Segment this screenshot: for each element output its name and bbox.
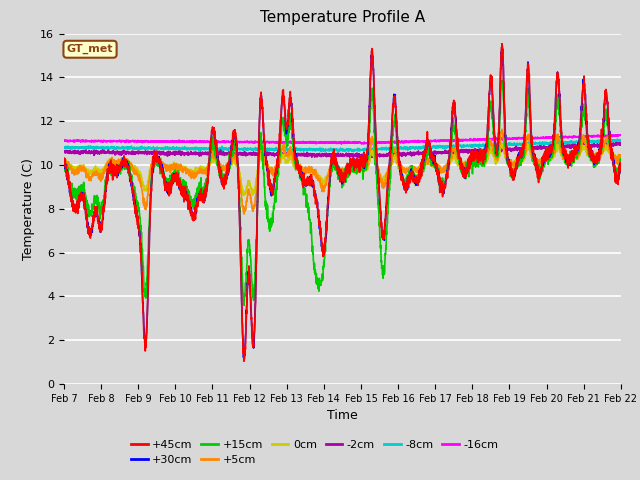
- -8cm: [157, 146, 164, 152]
- +45cm: [240, 359, 248, 364]
- -8cm: [124, 144, 131, 150]
- +15cm: [547, 148, 554, 154]
- +45cm: [498, 41, 506, 47]
- +30cm: [617, 162, 625, 168]
- +30cm: [60, 163, 68, 168]
- +15cm: [60, 164, 68, 170]
- 0cm: [60, 157, 68, 163]
- -16cm: [124, 137, 131, 143]
- -8cm: [298, 146, 305, 152]
- -8cm: [606, 138, 614, 144]
- +5cm: [298, 166, 306, 172]
- +45cm: [157, 167, 164, 172]
- +5cm: [499, 126, 506, 132]
- -2cm: [612, 140, 620, 145]
- -16cm: [606, 132, 614, 138]
- -2cm: [546, 144, 554, 150]
- Line: -2cm: -2cm: [64, 143, 621, 157]
- Line: +45cm: +45cm: [64, 44, 621, 361]
- +45cm: [124, 162, 131, 168]
- +45cm: [60, 157, 68, 163]
- +15cm: [240, 302, 248, 308]
- -2cm: [124, 149, 131, 155]
- Title: Temperature Profile A: Temperature Profile A: [260, 11, 425, 25]
- 0cm: [547, 155, 554, 160]
- -8cm: [617, 139, 625, 145]
- +15cm: [617, 157, 625, 163]
- -16cm: [298, 139, 305, 145]
- Line: -16cm: -16cm: [64, 135, 621, 144]
- -8cm: [546, 142, 554, 147]
- +45cm: [547, 144, 554, 149]
- Line: -8cm: -8cm: [64, 139, 621, 152]
- -2cm: [617, 140, 625, 146]
- +5cm: [124, 156, 131, 162]
- +5cm: [157, 157, 164, 163]
- +5cm: [547, 152, 554, 157]
- -2cm: [274, 152, 282, 157]
- Line: +5cm: +5cm: [64, 129, 621, 214]
- +30cm: [547, 149, 554, 155]
- +30cm: [241, 356, 248, 362]
- -2cm: [157, 150, 164, 156]
- +45cm: [617, 160, 625, 166]
- -16cm: [157, 139, 164, 144]
- -2cm: [60, 149, 68, 155]
- +30cm: [499, 43, 506, 48]
- +15cm: [274, 169, 282, 175]
- +30cm: [298, 177, 306, 183]
- +15cm: [606, 145, 614, 151]
- 0cm: [617, 154, 625, 159]
- +15cm: [157, 164, 164, 170]
- -8cm: [613, 136, 621, 142]
- -16cm: [274, 140, 282, 146]
- +5cm: [606, 146, 614, 152]
- +30cm: [606, 139, 614, 144]
- -2cm: [298, 153, 305, 158]
- 0cm: [124, 161, 131, 167]
- +15cm: [499, 77, 506, 83]
- -8cm: [371, 149, 379, 155]
- +45cm: [298, 174, 306, 180]
- +30cm: [157, 160, 164, 166]
- -16cm: [546, 135, 554, 141]
- Text: GT_met: GT_met: [67, 44, 113, 54]
- +5cm: [60, 156, 68, 162]
- Legend: +45cm, +30cm, +15cm, +5cm, 0cm, -2cm, -8cm, -16cm: +45cm, +30cm, +15cm, +5cm, 0cm, -2cm, -8…: [127, 435, 502, 469]
- +30cm: [274, 156, 282, 161]
- 0cm: [497, 141, 505, 146]
- +5cm: [617, 155, 625, 160]
- +45cm: [606, 137, 614, 143]
- 0cm: [157, 160, 164, 166]
- -16cm: [337, 141, 345, 147]
- Line: 0cm: 0cm: [64, 144, 621, 195]
- 0cm: [606, 152, 614, 157]
- -16cm: [617, 132, 625, 138]
- +15cm: [298, 172, 306, 178]
- +15cm: [124, 165, 131, 170]
- -16cm: [615, 132, 623, 138]
- -16cm: [60, 137, 68, 143]
- +5cm: [274, 163, 282, 168]
- -2cm: [606, 143, 614, 148]
- +45cm: [274, 165, 282, 170]
- 0cm: [274, 163, 282, 169]
- 0cm: [298, 167, 306, 172]
- Line: +15cm: +15cm: [64, 80, 621, 305]
- +30cm: [124, 165, 131, 171]
- X-axis label: Time: Time: [327, 409, 358, 422]
- +5cm: [240, 211, 248, 217]
- -2cm: [328, 155, 335, 160]
- -8cm: [274, 146, 282, 152]
- -8cm: [60, 144, 68, 150]
- 0cm: [240, 192, 248, 198]
- Line: +30cm: +30cm: [64, 46, 621, 359]
- Y-axis label: Temperature (C): Temperature (C): [22, 158, 35, 260]
